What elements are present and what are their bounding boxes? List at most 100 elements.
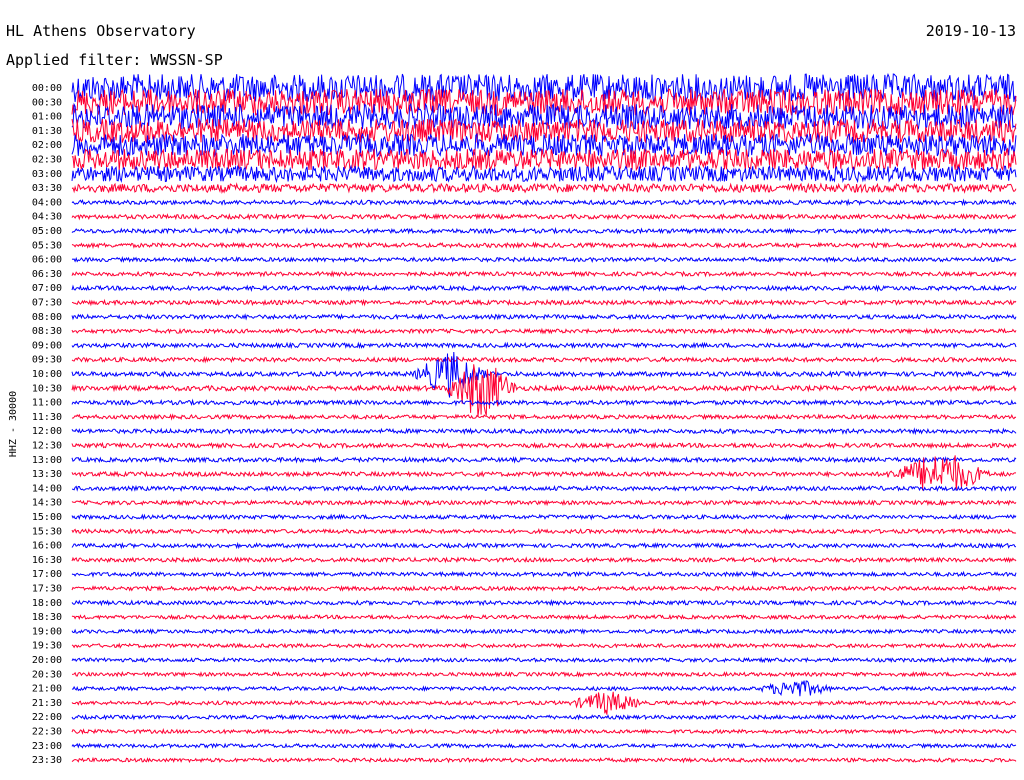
trace-line: [71, 513, 1017, 521]
trace-line: [71, 351, 1017, 398]
trace-group: [71, 73, 1017, 764]
trace-line: [71, 756, 1017, 764]
row-time-label: 18:00: [32, 598, 62, 609]
trace-line: [71, 256, 1017, 264]
row-time-label: 09:00: [32, 340, 62, 351]
trace-line: [71, 584, 1017, 592]
trace-line: [71, 88, 1017, 118]
row-time-label: 12:30: [32, 441, 62, 452]
trace-line: [71, 499, 1017, 507]
trace-line: [71, 680, 1017, 697]
record-date: 2019-10-13: [926, 22, 1016, 40]
trace-line: [71, 613, 1017, 621]
trace-line: [71, 484, 1017, 493]
trace-line: [71, 398, 1017, 407]
row-label-group: 00:00 00:30 01:00 01:30 02:00 02:30 03:00 03:30…: [32, 83, 62, 766]
trace-line: [71, 570, 1017, 579]
trace-line: [71, 670, 1017, 678]
row-time-label: 03:30: [32, 183, 62, 194]
trace-line: [71, 691, 1016, 715]
row-time-label: 15:30: [32, 526, 62, 537]
row-time-label: 04:30: [32, 212, 62, 223]
row-time-label: 19:30: [32, 641, 62, 652]
trace-line: [71, 213, 1017, 221]
trace-line: [71, 441, 1017, 450]
row-time-label: 15:00: [32, 512, 62, 523]
row-time-label: 06:00: [32, 255, 62, 266]
row-time-label: 07:00: [32, 283, 62, 294]
row-time-label: 18:30: [32, 612, 62, 623]
trace-line: [71, 455, 1017, 464]
row-time-label: 11:30: [32, 412, 62, 423]
row-time-label: 03:00: [32, 169, 62, 180]
row-time-label: 09:30: [32, 355, 62, 366]
trace-line: [71, 642, 1017, 650]
trace-line: [71, 298, 1017, 307]
row-time-label: 10:30: [32, 383, 62, 394]
trace-line: [71, 327, 1017, 335]
row-time-label: 22:30: [32, 727, 62, 738]
row-time-label: 19:00: [32, 626, 62, 637]
row-time-label: 06:30: [32, 269, 62, 280]
trace-line: [71, 117, 1017, 145]
trace-line: [71, 132, 1017, 158]
y-axis-label: HHZ - 30000: [8, 391, 19, 457]
trace-line: [71, 284, 1017, 293]
row-time-label: 23:30: [32, 755, 62, 766]
trace-line: [71, 455, 1017, 491]
row-time-label: 14:30: [32, 498, 62, 509]
row-time-label: 16:00: [32, 541, 62, 552]
row-time-label: 02:30: [32, 155, 62, 166]
trace-line: [71, 241, 1017, 250]
row-time-label: 13:30: [32, 469, 62, 480]
row-time-label: 23:00: [32, 741, 62, 752]
row-time-label: 10:00: [32, 369, 62, 380]
row-time-label: 05:00: [32, 226, 62, 237]
row-time-label: 01:00: [32, 112, 62, 123]
trace-line: [71, 556, 1017, 564]
row-time-label: 22:00: [32, 712, 62, 723]
filter-label: Applied filter: WWSSN-SP: [6, 51, 223, 69]
row-time-label: 01:30: [32, 126, 62, 137]
trace-line: [71, 427, 1017, 436]
row-time-label: 17:30: [32, 584, 62, 595]
trace-line: [71, 270, 1017, 278]
trace-line: [71, 147, 1017, 172]
trace-line: [71, 541, 1017, 550]
row-time-label: 00:30: [32, 97, 62, 108]
row-time-label: 16:30: [32, 555, 62, 566]
row-time-label: 02:00: [32, 140, 62, 151]
trace-line: [71, 364, 1017, 418]
row-time-label: 14:00: [32, 483, 62, 494]
row-time-label: 08:30: [32, 326, 62, 337]
trace-line: [71, 742, 1017, 750]
row-time-label: 11:00: [32, 398, 62, 409]
row-time-label: 21:00: [32, 684, 62, 695]
row-time-label: 17:00: [32, 569, 62, 580]
trace-line: [71, 413, 1017, 421]
trace-line: [71, 341, 1017, 350]
trace-line: [71, 198, 1017, 207]
row-time-label: 20:00: [32, 655, 62, 666]
row-time-label: 20:30: [32, 669, 62, 680]
trace-line: [71, 164, 1017, 184]
row-time-label: 00:00: [32, 83, 62, 94]
trace-line: [71, 599, 1017, 607]
row-time-label: 12:00: [32, 426, 62, 437]
row-time-label: 08:00: [32, 312, 62, 323]
trace-line: [71, 226, 1017, 235]
trace-line: [71, 713, 1017, 721]
trace-line: [71, 527, 1017, 535]
row-time-label: 13:00: [32, 455, 62, 466]
trace-line: [71, 727, 1017, 735]
observatory-title: HL Athens Observatory: [6, 22, 196, 40]
row-time-label: 04:00: [32, 197, 62, 208]
row-time-label: 05:30: [32, 240, 62, 251]
trace-line: [71, 313, 1017, 321]
trace-line: [71, 656, 1017, 664]
trace-line: [71, 182, 1017, 194]
trace-line: [71, 355, 1017, 364]
row-time-label: 07:30: [32, 298, 62, 309]
trace-line: [71, 628, 1017, 635]
